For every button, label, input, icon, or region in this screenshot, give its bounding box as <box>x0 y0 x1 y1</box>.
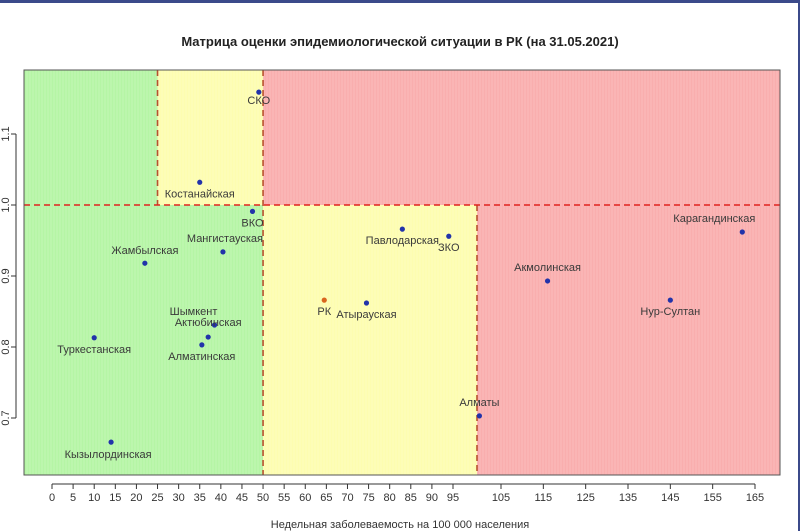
point-marker <box>91 335 97 341</box>
point-marker <box>205 334 211 340</box>
x-tick-label: 20 <box>130 492 142 504</box>
point-label: Костанайская <box>165 188 235 200</box>
point-marker <box>667 297 673 303</box>
point-label: Актюбинская <box>175 317 242 329</box>
plot-frame <box>23 69 781 476</box>
x-tick-label: 95 <box>447 492 459 504</box>
point-marker <box>321 297 327 303</box>
x-tick-label: 40 <box>215 492 227 504</box>
point-marker <box>211 322 218 328</box>
point-label: Алматы <box>459 397 499 409</box>
point-label: Жамбылская <box>111 245 178 257</box>
point-marker <box>446 233 452 239</box>
point-label: Туркестанская <box>57 344 131 356</box>
x-tick-label: 15 <box>109 492 121 504</box>
point-marker <box>142 260 148 266</box>
point-marker <box>544 278 551 284</box>
top-frame-border <box>0 0 800 3</box>
x-tick-label: 25 <box>151 492 163 504</box>
point-marker <box>199 342 205 348</box>
x-tick-label: 90 <box>426 492 438 504</box>
x-axis-label: Недельная заболеваемость на 100 000 насе… <box>270 519 530 531</box>
point-label: СКО <box>247 95 270 107</box>
point-label: Карагандинская <box>673 213 755 225</box>
zone-yellow-top <box>157 70 264 205</box>
x-tick-label: 30 <box>173 492 185 504</box>
x-tick-label: 55 <box>278 492 290 504</box>
point-label: ЗКО <box>438 242 460 254</box>
x-tick-label: 5 <box>70 492 76 504</box>
point-label: Алматинская <box>168 351 235 363</box>
x-tick-label: 60 <box>299 492 311 504</box>
point-label: Атырауская <box>336 309 396 321</box>
point-label: ВКО <box>241 217 264 229</box>
point-label: Шымкент <box>170 306 218 318</box>
zone-yellow-bottom <box>263 205 477 475</box>
y-tick-label: 1.1 <box>0 126 12 141</box>
point-marker <box>108 439 114 445</box>
point-label: Мангистауская <box>187 233 263 245</box>
x-tick-label: 165 <box>746 492 764 504</box>
point-label: Нур-Султан <box>640 306 700 318</box>
y-tick-label: 0.7 <box>0 410 12 425</box>
x-tick-label: 35 <box>194 492 206 504</box>
point-marker <box>739 229 745 235</box>
x-tick-label: 135 <box>619 492 637 504</box>
right-frame-border <box>798 0 800 531</box>
point-marker <box>399 226 405 232</box>
point-label: Кызылординская <box>65 449 152 461</box>
y-tick-label: 0.9 <box>0 268 12 283</box>
x-tick-label: 80 <box>384 492 396 504</box>
x-tick-label: 10 <box>88 492 100 504</box>
x-tick-label: 85 <box>405 492 417 504</box>
x-tick-label: 50 <box>257 492 269 504</box>
x-tick-label: 65 <box>320 492 332 504</box>
point-marker <box>249 208 256 214</box>
x-tick-label: 125 <box>576 492 594 504</box>
point-label: РК <box>317 306 331 318</box>
y-tick-label: 1.0 <box>0 197 12 212</box>
point-marker <box>256 89 262 95</box>
x-tick-label: 45 <box>236 492 248 504</box>
point-marker <box>197 179 203 185</box>
x-tick-label: 115 <box>535 492 553 504</box>
x-tick-label: 145 <box>661 492 679 504</box>
x-tick-label: 0 <box>49 492 55 504</box>
chart-title: Матрица оценки эпидемиологической ситуац… <box>181 34 619 49</box>
point-marker <box>220 249 226 255</box>
x-tick-label: 105 <box>492 492 510 504</box>
point-label: Акмолинская <box>514 262 581 274</box>
y-tick-label: 0.8 <box>0 339 12 354</box>
point-marker <box>476 413 482 419</box>
zone-red-top <box>263 70 781 205</box>
point-label: Павлодарская <box>366 235 439 247</box>
x-tick-label: 155 <box>703 492 721 504</box>
zone-red-bottom <box>477 205 780 475</box>
point-marker <box>363 300 370 306</box>
x-tick-label: 75 <box>362 492 374 504</box>
x-tick-label: 70 <box>341 492 353 504</box>
